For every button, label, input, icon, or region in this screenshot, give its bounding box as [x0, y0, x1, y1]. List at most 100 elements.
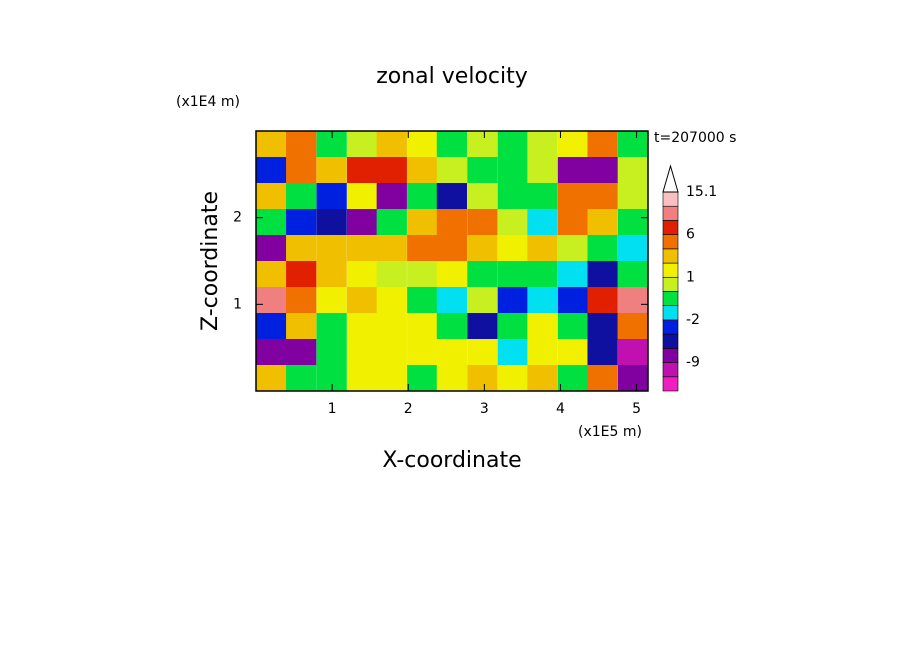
- x-tick-label: 2: [404, 401, 413, 417]
- x-tick-label: 5: [632, 401, 641, 417]
- field-cell: [436, 365, 468, 391]
- field-cell: [587, 339, 618, 366]
- field-cell: [286, 287, 317, 314]
- x-axis-label: X-coordinate: [382, 448, 521, 473]
- colorbar-box: [662, 348, 679, 363]
- field-cell: [497, 235, 528, 262]
- field-cell: [497, 313, 528, 340]
- field-cell: [467, 131, 498, 158]
- plot-frame: [255, 130, 649, 392]
- field-cell: [376, 183, 407, 210]
- field-cell: [557, 183, 589, 210]
- field-cell: [376, 261, 407, 288]
- field-cell: [467, 339, 498, 366]
- field-cell: [407, 261, 438, 288]
- field-cell: [286, 183, 317, 210]
- field-cell: [256, 157, 287, 184]
- field-cell: [407, 209, 438, 236]
- colorbar-label: 1: [686, 269, 695, 285]
- field-cell: [587, 235, 618, 262]
- field-cell: [557, 209, 589, 236]
- field-cell: [557, 235, 589, 262]
- field-cell: [346, 261, 378, 288]
- field-cell: [286, 261, 317, 288]
- field-cell: [316, 339, 347, 366]
- colorbar-box: [662, 319, 679, 335]
- field-cell: [256, 131, 287, 158]
- field-cell: [587, 365, 618, 391]
- field-cell: [527, 157, 558, 184]
- y-tick-label: 1: [233, 296, 242, 312]
- field-cell: [467, 287, 498, 314]
- colorbar-label: 6: [686, 227, 695, 243]
- field-cell: [527, 235, 558, 262]
- field-cell: [617, 183, 648, 210]
- colorbar-box: [662, 205, 679, 221]
- field-cell: [617, 261, 648, 288]
- field-cell: [286, 313, 317, 340]
- field-cell: [436, 287, 468, 314]
- field-cell: [256, 209, 287, 236]
- field-cell: [376, 131, 407, 158]
- field-cell: [497, 261, 528, 288]
- field-cell: [286, 209, 317, 236]
- field-cell: [346, 157, 378, 184]
- field-cell: [497, 339, 528, 366]
- colorbar-box: [662, 376, 679, 392]
- field-cell: [436, 131, 468, 158]
- field-cell: [497, 365, 528, 391]
- field-cell: [376, 365, 407, 391]
- x-tick-label: 1: [328, 401, 337, 417]
- field-cell: [436, 209, 468, 236]
- colorbar-over: [662, 164, 679, 193]
- field-cell: [587, 261, 618, 288]
- field-cell: [467, 261, 498, 288]
- colorbar-box: [662, 234, 679, 250]
- field-cell: [376, 339, 407, 366]
- field-cell: [316, 157, 347, 184]
- field-cell: [527, 339, 558, 366]
- y-unit: (x1E4 m): [176, 94, 240, 110]
- colorbar-box: [662, 333, 679, 349]
- field-cell: [587, 209, 618, 236]
- x-tick-label: 4: [556, 401, 565, 417]
- field-cell: [557, 313, 589, 340]
- y-tick-label: 2: [233, 210, 242, 226]
- field-cell: [316, 313, 347, 340]
- x-unit: (x1E5 m): [578, 424, 642, 440]
- field-cell: [497, 157, 528, 184]
- field-cell: [497, 183, 528, 210]
- x-tick-label: 3: [480, 401, 489, 417]
- field-cell: [316, 261, 347, 288]
- chart-title: zonal velocity: [376, 64, 528, 89]
- field-cell: [256, 365, 287, 391]
- field-cell: [407, 339, 438, 366]
- field-cell: [376, 209, 407, 236]
- time-label: t=207000 s: [654, 130, 736, 146]
- field-cell: [587, 287, 618, 314]
- field-cell: [527, 183, 558, 210]
- field-cell: [346, 287, 378, 314]
- field-cell: [316, 183, 347, 210]
- field-cell: [436, 235, 468, 262]
- field-cell: [527, 131, 558, 158]
- field-cell: [256, 287, 287, 314]
- field-cell: [617, 365, 648, 391]
- field-cell: [436, 183, 468, 210]
- field-cell: [617, 287, 648, 314]
- colorbar-box: [662, 191, 679, 207]
- field-cell: [557, 261, 589, 288]
- field-cell: [286, 235, 317, 262]
- field-cell: [557, 131, 589, 158]
- field-cell: [346, 235, 378, 262]
- field-cell: [527, 313, 558, 340]
- field-cell: [346, 365, 378, 391]
- field-cell: [256, 183, 287, 210]
- colorbar-box: [662, 362, 679, 378]
- field-cell: [316, 209, 347, 236]
- field-cell: [557, 365, 589, 391]
- field-cell: [436, 339, 468, 366]
- field-cell: [407, 287, 438, 314]
- field-cell: [376, 157, 407, 184]
